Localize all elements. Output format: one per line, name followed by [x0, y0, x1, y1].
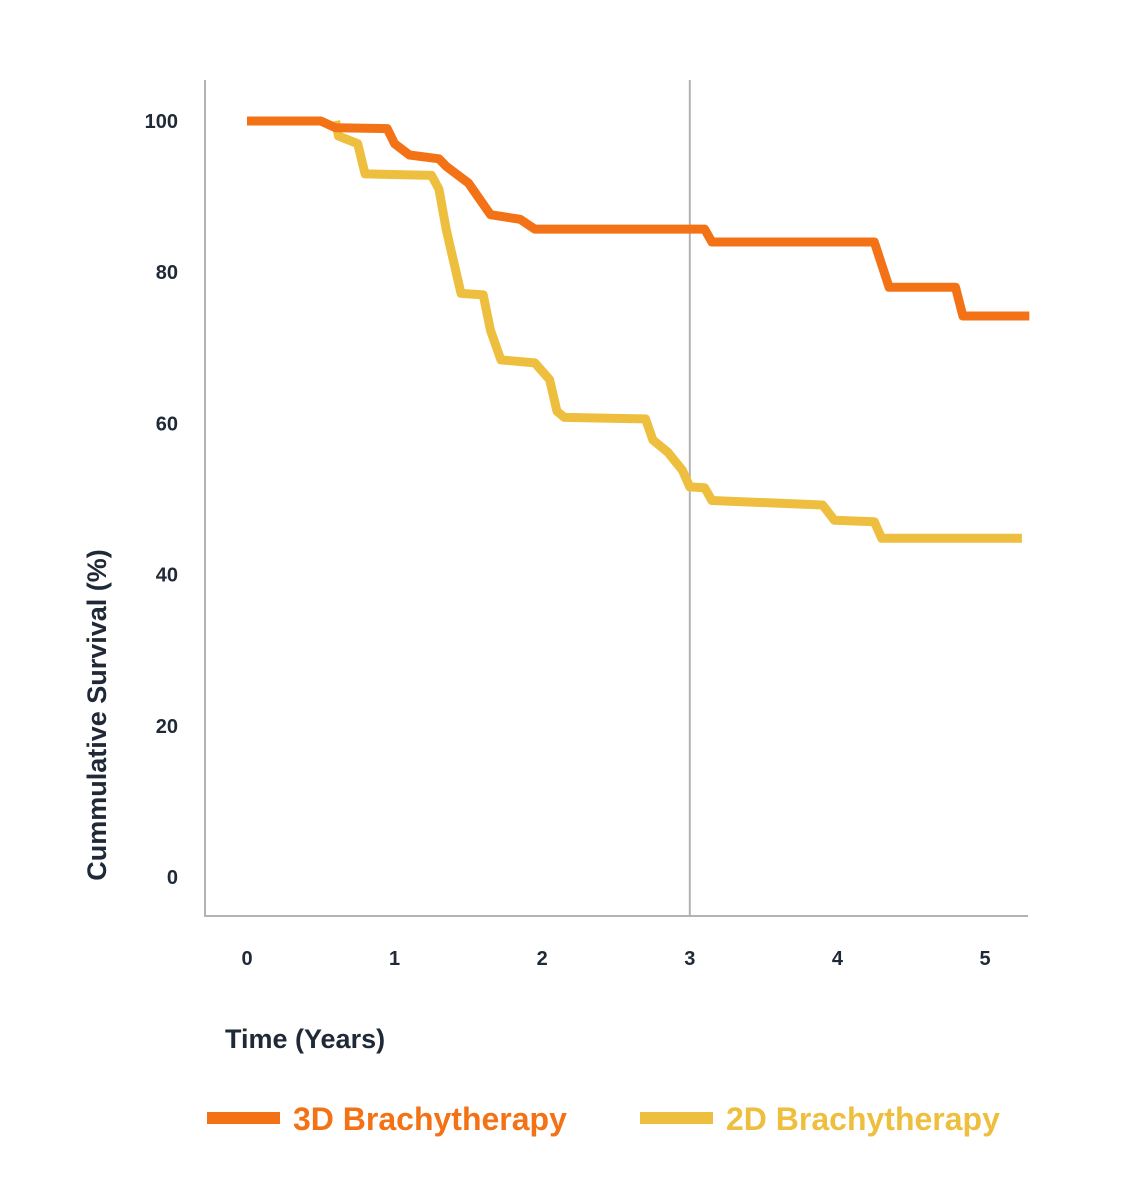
legend-swatch-3d [207, 1112, 280, 1124]
legend-swatch-2d [640, 1112, 713, 1124]
x-tick-label: 0 [241, 948, 252, 970]
x-axis-label: Time (Years) [225, 1024, 385, 1054]
y-tick-label: 20 [156, 716, 178, 738]
y-tick-label: 100 [145, 111, 178, 133]
legend-label-2d: 2D Brachytherapy [726, 1101, 1000, 1137]
x-tick-label: 2 [537, 948, 548, 970]
y-tick-label: 40 [156, 565, 178, 587]
x-tick-label: 1 [389, 948, 400, 970]
y-tick-label: 80 [156, 262, 178, 284]
series-line-3d-brachytherapy [247, 116, 1030, 321]
series-line-2d-brachytherapy [331, 120, 1022, 543]
y-tick-label: 60 [156, 413, 178, 435]
x-tick-label: 3 [684, 948, 695, 970]
legend-label-3d: 3D Brachytherapy [293, 1101, 567, 1137]
x-tick-label: 4 [832, 948, 844, 970]
legend: 3D Brachytherapy 2D Brachytherapy [207, 1101, 1000, 1137]
x-tick-label: 5 [979, 948, 990, 970]
y-tick-label: 0 [167, 867, 178, 889]
y-axis-label: Cummulative Survival (%) [82, 549, 112, 881]
